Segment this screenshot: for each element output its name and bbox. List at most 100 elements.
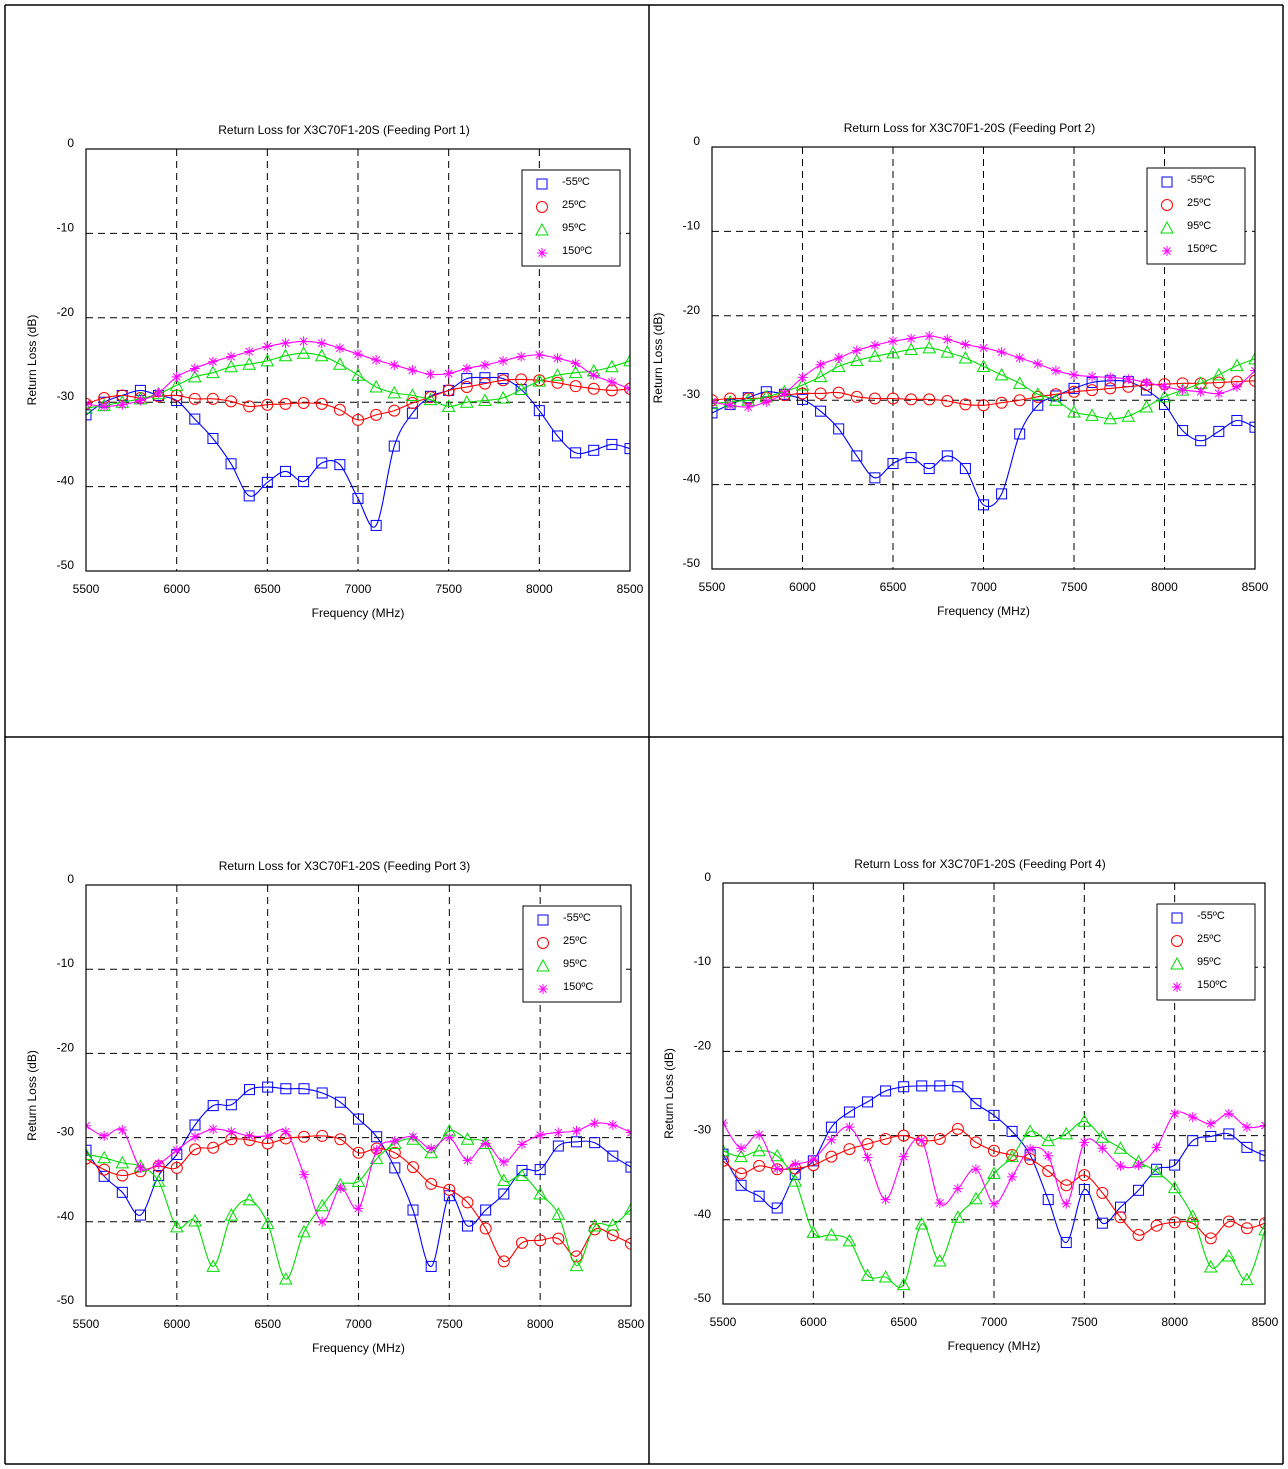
y-axis-label: Return Loss (dB) [25,1050,39,1141]
square-marker-icon [1171,912,1183,924]
triangle-marker-icon [1160,220,1174,234]
data-point [570,447,582,459]
data-point [1060,1237,1072,1249]
x-tick-label: 7000 [345,582,372,596]
data-point [316,1087,328,1099]
data-point [932,1254,947,1267]
data-point [1050,365,1061,376]
series-line [86,1135,631,1262]
square-marker-icon [1161,176,1173,188]
data-point [923,463,935,475]
data-point [478,377,491,390]
data-point [278,1272,293,1285]
legend-label: -55ºC [562,176,590,188]
data-point [880,1085,892,1097]
data-point [171,371,182,382]
data-point [389,1162,401,1174]
data-point [1241,1122,1252,1133]
data-point [934,1197,945,1208]
data-point [407,365,418,376]
y-tick-label: -30 [57,389,75,403]
data-point [589,1118,600,1129]
asterisk-marker-icon [537,248,547,258]
asterisk-marker-icon [1162,246,1172,256]
data-point [225,458,237,470]
data-point [1211,367,1226,381]
data-point [571,1136,582,1148]
data-point [1231,381,1242,392]
data-point [480,1204,492,1216]
data-point [187,369,202,383]
data-point [1168,1216,1181,1229]
data-point [1149,1164,1164,1178]
data-point [570,358,581,369]
x-tick-label: 7000 [345,1317,372,1331]
data-point [242,357,257,370]
plot-frame [85,884,632,1307]
data-point [261,476,273,488]
data-point [116,1186,128,1198]
data-point [1077,1114,1092,1127]
data-point [723,1154,729,1167]
data-point [772,1163,783,1174]
data-point [1159,398,1170,410]
data-point [334,1096,346,1108]
data-point [1068,382,1080,394]
data-point [389,1135,400,1146]
x-tick-label: 6000 [163,1317,190,1331]
legend: -55ºC 25ºC 95ºC 150ºC [521,169,621,267]
y-tick-label: -20 [57,305,75,319]
data-point [712,396,719,410]
data-point [352,413,364,426]
data-point [959,463,971,475]
data-point [189,363,200,374]
data-point [969,1191,983,1205]
data-point [624,382,630,395]
legend: -55ºC 25ºC 95ºC 150ºC [1156,903,1256,1001]
data-point [117,399,128,410]
data-point [333,357,347,370]
triangle-marker-icon [1170,956,1184,970]
data-point [535,1130,546,1141]
data-point [878,1270,893,1283]
x-tick-label: 8000 [527,1317,554,1331]
data-point [371,1131,383,1143]
data-point [813,369,828,383]
data-point [516,351,527,362]
data-point [588,444,600,456]
data-point [479,372,491,384]
data-point [1042,1194,1054,1206]
data-point [606,438,618,450]
data-point [1187,1135,1199,1147]
asterisk-marker-icon [1172,982,1182,992]
data-point [298,336,309,347]
data-point [753,1190,765,1202]
data-point [225,395,238,408]
x-tick-label: 5500 [73,1317,100,1331]
data-point [752,1143,766,1157]
y-tick-label: -20 [694,1038,712,1052]
data-point [916,1135,927,1146]
data-point [797,372,808,383]
data-point [206,1259,221,1272]
data-point [1085,408,1099,421]
x-tick-label: 7000 [970,580,997,594]
data-point [189,1143,201,1156]
data-point [1123,374,1134,385]
data-point [712,407,718,419]
data-point [605,1218,620,1231]
data-point [815,405,827,417]
data-point [1133,1184,1145,1196]
data-point [1240,1272,1254,1286]
data-point [207,1141,220,1154]
grid-lines [86,149,630,571]
data-point [970,1098,982,1110]
data-point [753,1159,766,1172]
data-point [425,1260,437,1272]
data-point [736,1143,747,1154]
plot-frame [722,882,1266,1305]
data-point [898,1151,909,1162]
y-tick-label: -40 [694,1207,712,1221]
data-point [297,397,310,410]
series-line [723,1120,1265,1288]
